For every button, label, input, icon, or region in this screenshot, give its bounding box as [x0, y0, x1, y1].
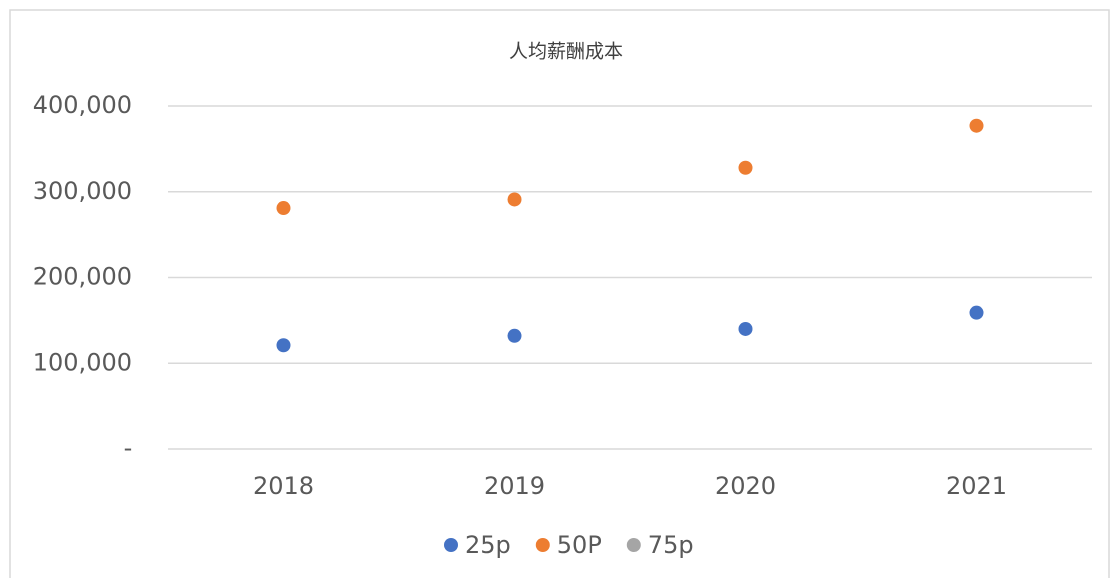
x-tick-label: 2019: [484, 472, 545, 500]
y-tick-label: 100,000: [33, 348, 132, 376]
point: [969, 118, 984, 133]
y-tick-label: 300,000: [33, 177, 132, 205]
legend-label: 25p: [465, 531, 511, 559]
legend-marker: [444, 538, 458, 552]
y-tick-label: 400,000: [33, 91, 132, 119]
legend-marker: [626, 538, 641, 552]
x-tick-label: 2018: [253, 472, 314, 500]
x-tick-label: 2021: [946, 472, 1007, 500]
point: [507, 192, 522, 207]
x-tick-label: 2020: [715, 472, 776, 500]
y-tick-label: 200,000: [33, 263, 132, 291]
point: [969, 305, 984, 320]
point: [738, 321, 753, 336]
legend-label: 75p: [648, 531, 694, 559]
point: [276, 201, 291, 216]
legend-label: 50P: [557, 531, 602, 559]
point: [738, 160, 753, 175]
point: [507, 328, 522, 343]
chart-frame: [9, 9, 1110, 578]
point: [276, 338, 291, 353]
chart-title: 人均薪酬成本: [509, 41, 623, 63]
y-tick-label: -: [124, 434, 133, 462]
legend-marker: [535, 538, 550, 552]
